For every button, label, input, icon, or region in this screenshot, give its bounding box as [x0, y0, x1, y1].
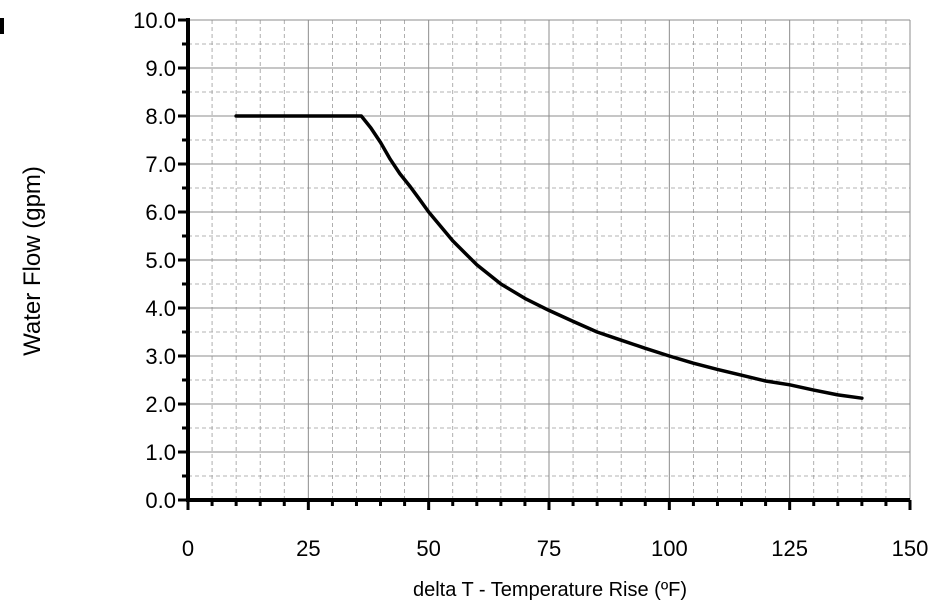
- y-tick-label: 1.0: [145, 440, 176, 465]
- y-tick-label: 3.0: [145, 344, 176, 369]
- x-tick-label: 25: [296, 536, 320, 561]
- x-axis-title: delta T - Temperature Rise (ºF): [413, 579, 687, 601]
- x-tick-label: 125: [771, 536, 808, 561]
- y-tick-label: 0.0: [145, 488, 176, 513]
- x-tick-label: 100: [651, 536, 688, 561]
- x-tick-label: 75: [537, 536, 561, 561]
- grid: [188, 19, 911, 500]
- y-tick-label: 8.0: [145, 104, 176, 129]
- axes: [178, 18, 912, 510]
- series-layer: [234, 114, 864, 400]
- edge-artifact: [0, 18, 4, 34]
- y-tick-label: 4.0: [145, 296, 176, 321]
- x-tick-label: 50: [416, 536, 440, 561]
- series-line: [234, 114, 864, 400]
- x-tick-label: 0: [182, 536, 194, 561]
- y-tick-label: 9.0: [145, 56, 176, 81]
- tick-labels: 0.0 1.0 2.0 3.0 4.0 5.0 6.0 7.0 8.0 9.0 10.0 0 25 50 7…: [133, 8, 928, 561]
- y-tick-label: 10.0: [133, 8, 176, 33]
- y-tick-label: 2.0: [145, 392, 176, 417]
- y-axis-title: Water Flow (gpm): [19, 166, 46, 356]
- y-tick-label: 7.0: [145, 152, 176, 177]
- y-tick-label: 5.0: [145, 248, 176, 273]
- y-tick-label: 6.0: [145, 200, 176, 225]
- x-tick-label: 150: [892, 536, 929, 561]
